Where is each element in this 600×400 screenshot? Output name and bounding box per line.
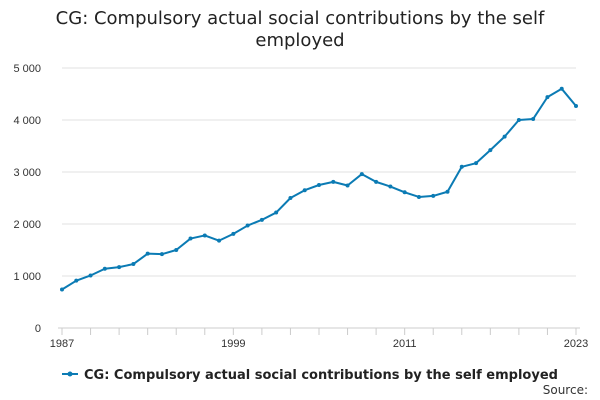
chart-title-line-2: employed [255, 30, 344, 51]
data-point[interactable] [559, 86, 564, 91]
data-point[interactable] [202, 233, 207, 238]
data-point[interactable] [488, 148, 493, 153]
y-tick-label: 5 000 [13, 63, 41, 75]
data-point[interactable] [474, 161, 479, 166]
y-tick-label: 1 000 [13, 271, 41, 283]
legend[interactable]: CG: Compulsory actual social contributio… [62, 368, 558, 383]
data-point[interactable] [60, 287, 64, 292]
chart-title-line-1: CG: Compulsory actual social contributio… [56, 8, 545, 29]
data-point[interactable] [445, 189, 450, 194]
data-point[interactable] [516, 118, 521, 122]
data-point[interactable] [345, 183, 350, 188]
data-point[interactable] [402, 190, 407, 195]
data-point[interactable] [302, 188, 307, 193]
data-point[interactable] [288, 196, 293, 200]
x-tick-label: 1987 [50, 338, 74, 350]
data-point[interactable] [74, 278, 79, 283]
data-point[interactable] [88, 273, 93, 278]
legend-label: CG: Compulsory actual social contributio… [84, 368, 558, 383]
data-point[interactable] [245, 223, 250, 228]
legend-swatch-marker [67, 371, 73, 377]
data-point[interactable] [574, 103, 578, 108]
series-layer [60, 86, 578, 292]
data-point[interactable] [159, 252, 164, 257]
data-point[interactable] [188, 236, 193, 241]
data-point[interactable] [388, 184, 393, 189]
y-axis: 0 1 000 2 000 3 000 4 000 5 000 [13, 63, 41, 335]
data-point[interactable] [102, 266, 107, 271]
y-tick-label: 4 000 [13, 115, 41, 127]
data-point[interactable] [117, 265, 122, 270]
data-point[interactable] [416, 194, 421, 199]
data-point[interactable] [131, 262, 136, 267]
y-tick-label: 0 [35, 323, 41, 335]
data-point[interactable] [531, 116, 536, 121]
data-point[interactable] [259, 217, 264, 222]
x-axis: 1987 1999 2011 2023 [50, 327, 588, 350]
grid-lines [62, 67, 576, 277]
data-point[interactable] [274, 210, 279, 215]
x-tick-label: 2023 [564, 338, 588, 350]
data-point[interactable] [502, 134, 507, 139]
data-point[interactable] [145, 251, 150, 256]
data-point[interactable] [374, 179, 379, 184]
data-point[interactable] [359, 172, 364, 177]
data-point[interactable] [174, 248, 179, 252]
data-point[interactable] [217, 238, 222, 243]
data-point[interactable] [459, 164, 464, 169]
data-point[interactable] [231, 231, 236, 236]
data-point[interactable] [331, 179, 336, 184]
source-label: Source: [543, 383, 588, 397]
x-tick-label: 1999 [221, 338, 245, 350]
data-point[interactable] [317, 183, 321, 187]
data-point[interactable] [431, 193, 436, 198]
y-tick-label: 3 000 [13, 167, 41, 179]
y-tick-label: 2 000 [13, 219, 41, 231]
x-tick-label: 2011 [393, 338, 417, 350]
series-line [61, 87, 577, 291]
data-point[interactable] [545, 95, 550, 100]
